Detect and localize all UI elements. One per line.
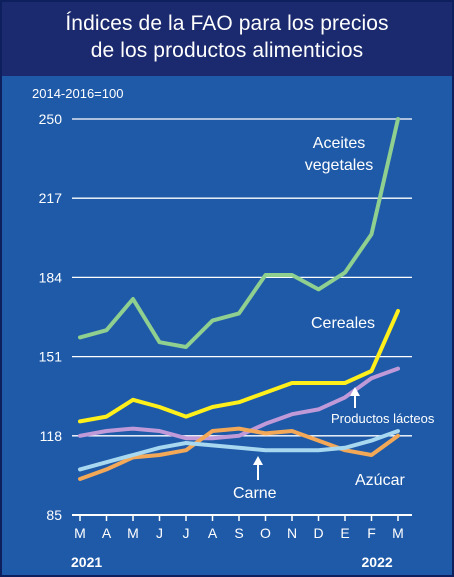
series-label: Carne xyxy=(233,485,277,502)
x-tick-label: M xyxy=(127,525,139,541)
series-label: Productos lácteos xyxy=(331,411,435,426)
year-label: 2022 xyxy=(362,554,393,570)
year-label: 2021 xyxy=(71,554,102,570)
series-label: Cereales xyxy=(311,315,375,332)
y-tick-label: 118 xyxy=(40,428,63,444)
x-tick-label: S xyxy=(234,525,243,541)
x-tick-label: E xyxy=(340,525,349,541)
y-tick-label: 151 xyxy=(39,349,63,365)
x-tick-label: J xyxy=(156,525,163,541)
series-label: Azúcar xyxy=(355,472,405,489)
x-tick-label: M xyxy=(392,525,404,541)
x-tick-label: J xyxy=(183,525,190,541)
x-tick-label: A xyxy=(102,525,112,541)
series-label: vegetales xyxy=(305,157,374,174)
chart-title-line-2: de los productos alimenticios xyxy=(90,39,364,62)
y-tick-label: 184 xyxy=(39,269,63,285)
x-tick-label: F xyxy=(367,525,376,541)
x-tick-label: D xyxy=(313,525,323,541)
x-tick-label: O xyxy=(260,525,271,541)
x-tick-label: A xyxy=(208,525,218,541)
chart-title-line-1: Índices de la FAO para los precios xyxy=(65,12,389,35)
chart-title: Índices de la FAO para los precios de lo… xyxy=(2,10,452,64)
y-tick-label: 85 xyxy=(46,507,62,523)
unit-note: 2014-2016=100 xyxy=(32,86,123,101)
series-line-aceites-vegetales xyxy=(78,117,400,349)
y-tick-label: 217 xyxy=(39,190,63,206)
chart-header: Índices de la FAO para los precios de lo… xyxy=(2,2,452,76)
arrow-head xyxy=(253,456,263,465)
x-tick-label: N xyxy=(287,525,297,541)
series-label: Aceites xyxy=(313,135,365,152)
x-tick-label: M xyxy=(74,525,86,541)
y-tick-label: 250 xyxy=(39,111,63,127)
arrow-head xyxy=(350,387,360,396)
